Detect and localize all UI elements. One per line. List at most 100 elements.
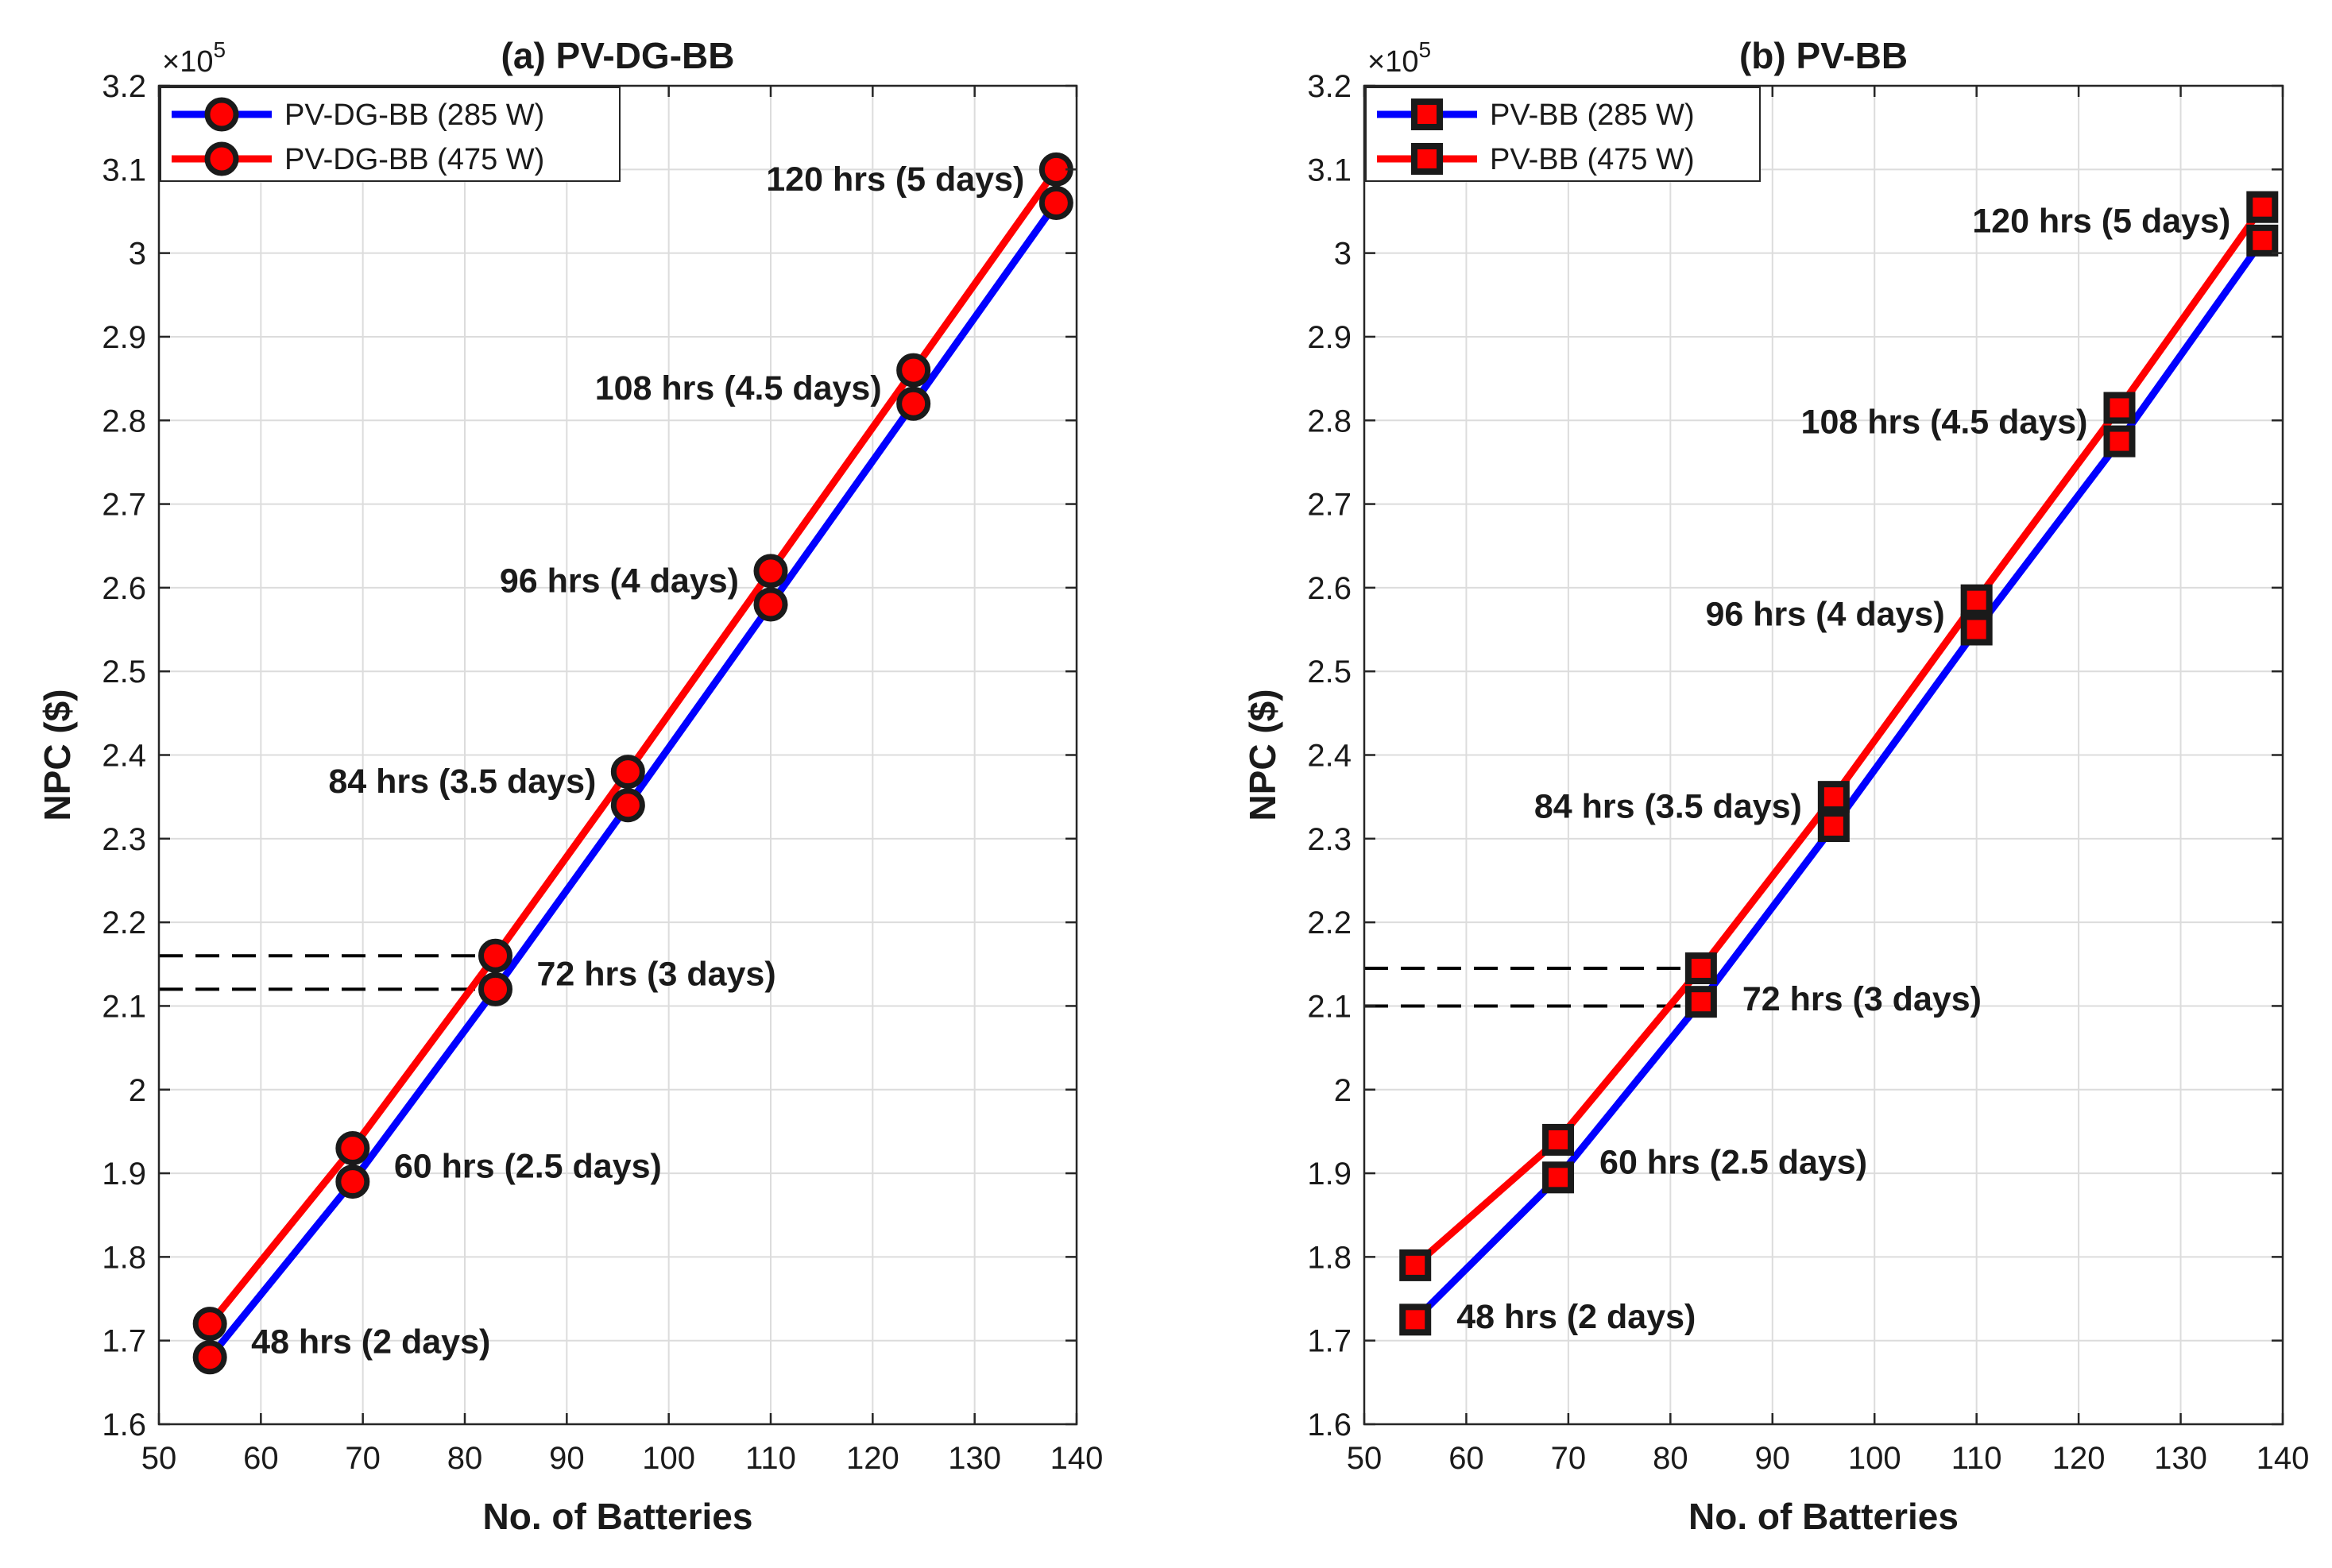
- y-tick-label: 1.9: [102, 1157, 146, 1191]
- y-tick-label: 2.3: [102, 822, 146, 857]
- data-point: [2103, 392, 2136, 424]
- reference-lines: [1364, 967, 1701, 1008]
- x-tick-label: 50: [141, 1441, 177, 1476]
- data-point: [610, 788, 645, 823]
- y-multiplier: ×10: [1367, 45, 1418, 79]
- data-point: [478, 971, 512, 1006]
- annotation-label: 48 hrs (2 days): [251, 1323, 490, 1361]
- x-tick-label: 70: [345, 1441, 381, 1476]
- y-tick-label: 2.7: [1307, 488, 1352, 523]
- y-ticks: 1.6 1.7 1.8 1.9 2 2.1 2.2 2.3 2.4 2.5 2.6 2.7 2.8 2.9…: [1307, 69, 2283, 1442]
- x-tick-label: 140: [2257, 1441, 2310, 1476]
- y-axis-label: NPC ($): [37, 689, 78, 821]
- series-markers-285w: [192, 185, 1073, 1375]
- legend-item-285w: PV-DG-BB (285 W): [172, 97, 544, 132]
- x-tick-label: 140: [1050, 1441, 1104, 1476]
- y-tick-label: 3.2: [1307, 69, 1352, 104]
- chart-title: (a) PV-DG-BB: [501, 35, 735, 76]
- y-tick-label: 2.4: [1307, 739, 1352, 774]
- legend-item-475w: PV-BB (475 W): [1377, 143, 1695, 176]
- data-point: [2246, 224, 2279, 257]
- annotation-label: 84 hrs (3.5 days): [1534, 788, 1802, 826]
- annotation-label: 108 hrs (4.5 days): [1801, 403, 2088, 441]
- legend-label: PV-BB (285 W): [1490, 98, 1695, 132]
- y-tick-label: 1.9: [1307, 1157, 1352, 1191]
- y-tick-label: 2.9: [102, 320, 146, 355]
- y-exponent: 5: [213, 37, 226, 62]
- legend-item-285w: PV-BB (285 W): [1377, 98, 1695, 132]
- y-tick-label: 1.7: [1307, 1324, 1352, 1359]
- y-tick-label: 1.7: [102, 1324, 146, 1359]
- data-point: [1399, 1249, 1432, 1281]
- annotation-label: 60 hrs (2.5 days): [1599, 1143, 1867, 1181]
- annotation-label: 108 hrs (4.5 days): [595, 369, 882, 407]
- data-point: [610, 755, 645, 790]
- x-tick-label: 110: [1951, 1441, 2002, 1476]
- series-markers-475w: [1399, 191, 2279, 1281]
- data-point: [1684, 952, 1717, 985]
- annotation-label: 96 hrs (4 days): [500, 562, 739, 600]
- chart-panel-b: 50 60 70 80 90 100 110 120 130 140 1.6 1.7 1.8 1.9 2 2.…: [1242, 35, 2309, 1537]
- x-tick-label: 70: [1551, 1441, 1587, 1476]
- y-multiplier: ×10: [162, 45, 213, 79]
- annotations: 48 hrs (2 days) 60 hrs (2.5 days) 72 hrs (…: [1456, 203, 2230, 1337]
- y-tick-label: 1.6: [1307, 1408, 1352, 1442]
- y-tick-label: 2.2: [1307, 906, 1352, 940]
- x-tick-label: 80: [447, 1441, 483, 1476]
- annotation-label: 120 hrs (5 days): [1972, 203, 2230, 241]
- y-exponent: 5: [1418, 37, 1431, 62]
- legend-item-475w: PV-DG-BB (475 W): [172, 141, 544, 176]
- data-point: [1542, 1123, 1575, 1156]
- legend-marker: [204, 97, 239, 132]
- data-point: [335, 1130, 370, 1165]
- x-axis-label: No. of Batteries: [483, 1496, 753, 1537]
- x-axis-label: No. of Batteries: [1688, 1496, 1959, 1537]
- x-tick-label: 130: [948, 1441, 1001, 1476]
- data-point: [2246, 191, 2279, 223]
- x-tick-label: 60: [1448, 1441, 1484, 1476]
- y-exponent-label: ×105: [162, 37, 226, 79]
- chart-title: (b) PV-BB: [1739, 35, 1908, 76]
- y-tick-label: 2.9: [1307, 320, 1352, 355]
- annotation-label: 84 hrs (3.5 days): [328, 763, 596, 801]
- data-point: [1817, 810, 1850, 843]
- y-tick-label: 3: [1334, 237, 1352, 272]
- chart-panel-a: 50 60 70 80 90 100 110 120 130 140 1.6 1.7 1.8 1.9 2 2.…: [37, 35, 1103, 1537]
- y-tick-label: 2.6: [102, 571, 146, 606]
- data-point: [2103, 425, 2136, 458]
- x-tick-label: 90: [1755, 1441, 1791, 1476]
- data-point: [478, 938, 512, 973]
- x-ticks: 50 60 70 80 90 100 110 120 130 140: [1347, 86, 2310, 1476]
- y-tick-label: 3.2: [102, 69, 146, 104]
- data-point: [896, 386, 931, 421]
- legend: PV-BB (285 W) PV-BB (475 W): [1365, 87, 1761, 182]
- legend: PV-DG-BB (285 W) PV-DG-BB (475 W): [160, 87, 621, 182]
- y-tick-label: 2.5: [102, 655, 146, 689]
- y-tick-label: 2.6: [1307, 571, 1352, 606]
- y-tick-label: 2.8: [1307, 404, 1352, 438]
- y-axis-label: NPC ($): [1242, 689, 1283, 821]
- y-tick-label: 2.1: [1307, 989, 1352, 1024]
- legend-label: PV-DG-BB (475 W): [284, 143, 544, 176]
- x-tick-label: 90: [549, 1441, 585, 1476]
- y-tick-label: 2: [129, 1073, 146, 1108]
- annotation-label: 120 hrs (5 days): [766, 160, 1024, 199]
- reference-lines: [159, 954, 496, 991]
- x-ticks: 50 60 70 80 90 100 110 120 130 140: [141, 86, 1104, 1476]
- data-point: [753, 554, 788, 589]
- y-tick-label: 2.2: [102, 906, 146, 940]
- grid: [1363, 85, 2284, 1425]
- legend-marker: [204, 141, 239, 176]
- annotation-label: 96 hrs (4 days): [1706, 595, 1945, 633]
- y-tick-label: 2: [1334, 1073, 1352, 1108]
- y-tick-label: 3: [129, 237, 146, 272]
- data-point: [1960, 584, 1993, 616]
- x-tick-label: 60: [243, 1441, 279, 1476]
- annotations: 48 hrs (2 days) 60 hrs (2.5 days) 72 hrs (…: [251, 160, 1024, 1361]
- data-point: [192, 1307, 227, 1342]
- y-tick-label: 1.6: [102, 1408, 146, 1442]
- y-tick-label: 2.1: [102, 989, 146, 1024]
- legend-marker: [1411, 143, 1443, 175]
- x-tick-label: 100: [1848, 1441, 1901, 1476]
